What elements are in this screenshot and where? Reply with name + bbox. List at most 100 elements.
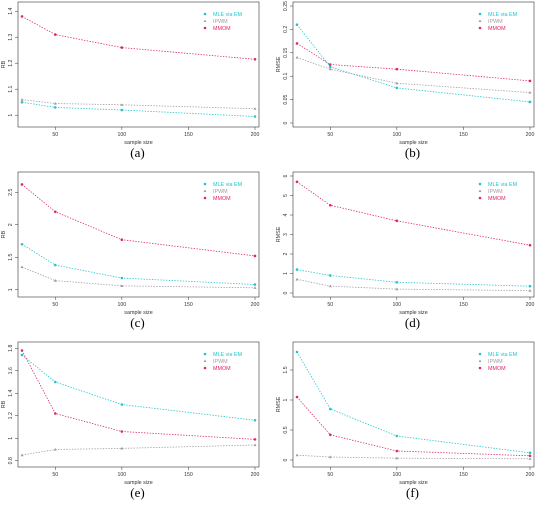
x-tick-label: 200 (526, 302, 535, 308)
plot-frame (292, 341, 535, 468)
legend-marker (203, 26, 207, 30)
data-point (528, 454, 532, 458)
data-point (20, 349, 24, 352)
series-line (21, 99, 256, 110)
data-point (20, 265, 24, 269)
data-point (20, 353, 24, 357)
x-tick-label: 50 (52, 472, 58, 478)
x-tick-label: 50 (327, 132, 333, 138)
y-axis-title: RMSE (276, 396, 282, 412)
y-tick-label: 1 (283, 398, 289, 401)
legend-label: MMOM (488, 196, 506, 202)
y-tick-label: 0.15 (283, 48, 289, 58)
x-tick-label: 100 (118, 302, 127, 308)
data-point (295, 350, 299, 354)
data-point (295, 277, 299, 281)
series-line (296, 181, 531, 246)
panel-caption: (a) (130, 145, 145, 160)
data-point (120, 403, 124, 406)
data-point (120, 46, 124, 49)
data-point (295, 453, 299, 457)
x-tick-label: 150 (184, 132, 193, 138)
x-axis-title: sample size (124, 480, 152, 486)
legend-label: MMOM (488, 366, 506, 372)
legend-label: MLE via EM (488, 352, 518, 358)
data-point (328, 433, 332, 437)
legend-label: IPWM (213, 359, 228, 365)
legend-marker (478, 189, 482, 192)
chart-panel: 50 100 150 200 0 0.05 0.1 0.15 0.2 0.25 sample siz… (275, 0, 550, 170)
legend-label: MLE via EM (488, 12, 518, 18)
legend-marker (478, 196, 482, 200)
chart-panel: 50 100 150 200 1 1.5 2 2.5 sample size RB MLE via … (0, 170, 275, 340)
series-line (21, 184, 256, 257)
y-tick-label: 5 (283, 194, 289, 197)
x-tick-label: 50 (52, 132, 58, 138)
data-point (53, 447, 57, 451)
x-tick-label: 100 (118, 472, 127, 478)
data-point (253, 418, 257, 422)
data-point (328, 284, 332, 288)
legend-marker (478, 12, 482, 16)
data-point (528, 457, 532, 460)
y-tick-label: 0.2 (283, 26, 289, 33)
x-tick-label: 200 (251, 302, 260, 308)
y-tick-label: 1 (8, 288, 14, 291)
data-point (395, 81, 399, 85)
y-tick-label: 1 (8, 114, 14, 117)
series-line (296, 43, 531, 82)
y-tick-label: 4 (283, 213, 289, 216)
legend-label: IPWM (213, 19, 228, 25)
data-point (395, 456, 399, 460)
y-tick-label: 2 (8, 223, 14, 226)
data-point (395, 67, 399, 71)
y-tick-label: 1.4 (8, 390, 14, 397)
y-tick-label: 1.5 (8, 254, 14, 261)
chart-svg: 50 100 150 200 0.8 1 1.2 1.4 1.6 1.8 sample size RB… (1, 341, 259, 486)
data-point (395, 280, 399, 284)
data-point (20, 242, 24, 246)
legend-label: MMOM (213, 26, 231, 32)
legend-marker (203, 182, 207, 186)
x-tick-label: 150 (459, 132, 468, 138)
data-point (528, 100, 532, 104)
y-tick-label: 1.2 (8, 412, 14, 419)
legend-label: MMOM (213, 196, 231, 202)
series-line (296, 24, 531, 103)
x-tick-label: 150 (459, 472, 468, 478)
series-line (21, 444, 256, 456)
x-tick-label: 50 (327, 302, 333, 308)
series-line (296, 57, 531, 93)
chart-panel: 50 100 150 200 0 1 2 3 4 5 6 sample size RMSE MLE via… (275, 170, 550, 340)
x-tick-label: 150 (184, 302, 193, 308)
y-axis-title: RB (1, 230, 7, 238)
data-point (528, 289, 532, 292)
legend-label: MMOM (488, 26, 506, 32)
legend-label: MLE via EM (213, 352, 243, 358)
data-point (528, 79, 532, 83)
legend-marker (203, 189, 207, 192)
series-line (296, 351, 531, 454)
data-point (20, 453, 24, 457)
series-line (296, 278, 531, 292)
y-tick-label: 2.5 (8, 189, 14, 196)
legend-label: MLE via EM (213, 182, 243, 188)
data-point (53, 380, 57, 384)
legend-label: IPWM (488, 19, 503, 25)
x-tick-label: 100 (393, 302, 402, 308)
data-point (253, 107, 257, 110)
series-line (296, 269, 531, 287)
legend-label: MLE via EM (488, 182, 518, 188)
chart-svg: 50 100 150 200 1 1.5 2 2.5 sample size RB MLE via … (1, 171, 260, 316)
legend-marker (478, 366, 482, 370)
plot-frame (17, 1, 260, 128)
y-tick-label: 1.3 (8, 33, 14, 40)
data-point (120, 284, 124, 287)
y-tick-label: 1 (283, 272, 289, 275)
data-point (295, 55, 299, 59)
data-point (53, 210, 57, 214)
data-point (20, 15, 24, 18)
x-tick-label: 150 (184, 472, 193, 478)
data-point (120, 430, 124, 433)
data-point (120, 238, 124, 241)
